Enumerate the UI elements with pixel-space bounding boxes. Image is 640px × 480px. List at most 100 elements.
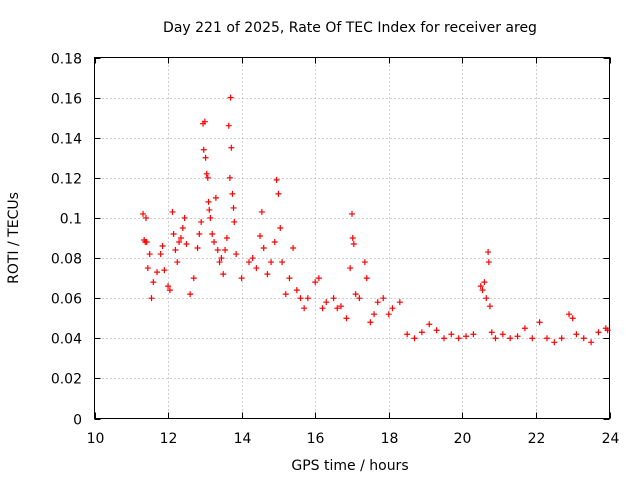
data-point [212,194,219,201]
data-point [319,305,326,312]
y-tick-label: 0.08 [51,252,82,268]
data-point [536,319,543,326]
data-point [225,122,232,129]
data-point [389,305,396,312]
data-point [485,259,492,266]
data-point [201,118,208,125]
data-point [268,259,275,266]
data-point [238,275,245,282]
x-tick-label: 18 [381,431,399,447]
data-point [488,329,495,336]
data-point [463,333,470,340]
data-point [218,255,225,262]
data-point [227,94,234,101]
data-point [249,255,256,262]
data-point [165,283,172,290]
data-point [380,295,387,302]
data-point [183,241,190,248]
data-point [204,174,211,181]
data-point [558,335,565,342]
data-point [187,291,194,298]
data-point [361,259,368,266]
data-point [470,331,477,338]
data-point [257,232,264,239]
data-point [196,230,203,237]
data-point [229,190,236,197]
x-axis-label: GPS time / hours [291,458,408,474]
data-point [529,335,536,342]
data-point [433,327,440,334]
data-point [277,224,284,231]
plot-frame [94,57,610,419]
data-point [226,174,233,181]
data-point [481,279,488,286]
data-point [426,321,433,328]
data-point [343,315,350,322]
data-point [143,214,149,221]
data-point [161,267,168,274]
data-point [396,299,403,306]
grid [94,57,610,419]
x-tick-label: 12 [160,431,178,447]
data-point [228,144,235,151]
data-point [374,299,381,306]
y-tick-label: 0.12 [51,172,82,188]
y-tick-label: 0.04 [51,332,82,348]
x-tick-label: 22 [528,431,546,447]
data-point [223,235,230,241]
data-point [485,249,492,256]
data-point [569,315,576,322]
data-point [233,251,240,258]
data-point [200,146,207,153]
data-point [144,265,151,272]
data-point [367,319,374,326]
data-point [323,299,330,306]
y-tick-label: 0.16 [51,92,82,108]
x-tick-label: 10 [87,431,105,447]
data-point [143,239,150,246]
data-point [334,305,341,312]
data-point [411,335,418,342]
data-point [301,305,308,312]
y-tick-label: 0.02 [51,372,82,388]
data-point [551,339,558,346]
data-point [207,214,214,221]
chart-title: Day 221 of 2025, Rate Of TEC Index for r… [163,20,537,36]
data-point [312,279,319,286]
y-tick-label: 0 [73,413,82,429]
data-point [507,335,514,342]
data-point [455,335,462,342]
data-point [271,239,278,246]
data-point [352,291,359,298]
data-point [253,265,260,272]
data-point [404,331,411,338]
x-tick-label: 20 [454,431,472,447]
data-point [349,210,355,217]
data-point [205,198,212,205]
data-point [198,218,205,225]
data-point [483,295,490,302]
data-point [169,208,176,215]
data-point [190,275,197,282]
data-point [371,311,378,318]
data-point [588,339,595,346]
data-point [202,154,209,161]
data-point [350,241,357,248]
data-point [440,335,447,342]
data-point [279,259,286,266]
data-point [363,275,370,282]
data-point [347,265,354,272]
data-point [166,287,173,294]
data-point [448,331,455,338]
data-point [216,259,223,266]
data-point [297,295,304,302]
data-point [573,331,580,338]
data-point [231,218,238,225]
data-point [203,170,210,177]
y-tick-label: 0.18 [51,52,82,68]
data-point [264,271,271,278]
data-point [174,259,181,266]
data-point [176,239,183,246]
y-tick-label: 0.1 [60,212,82,228]
data-point [486,303,493,310]
